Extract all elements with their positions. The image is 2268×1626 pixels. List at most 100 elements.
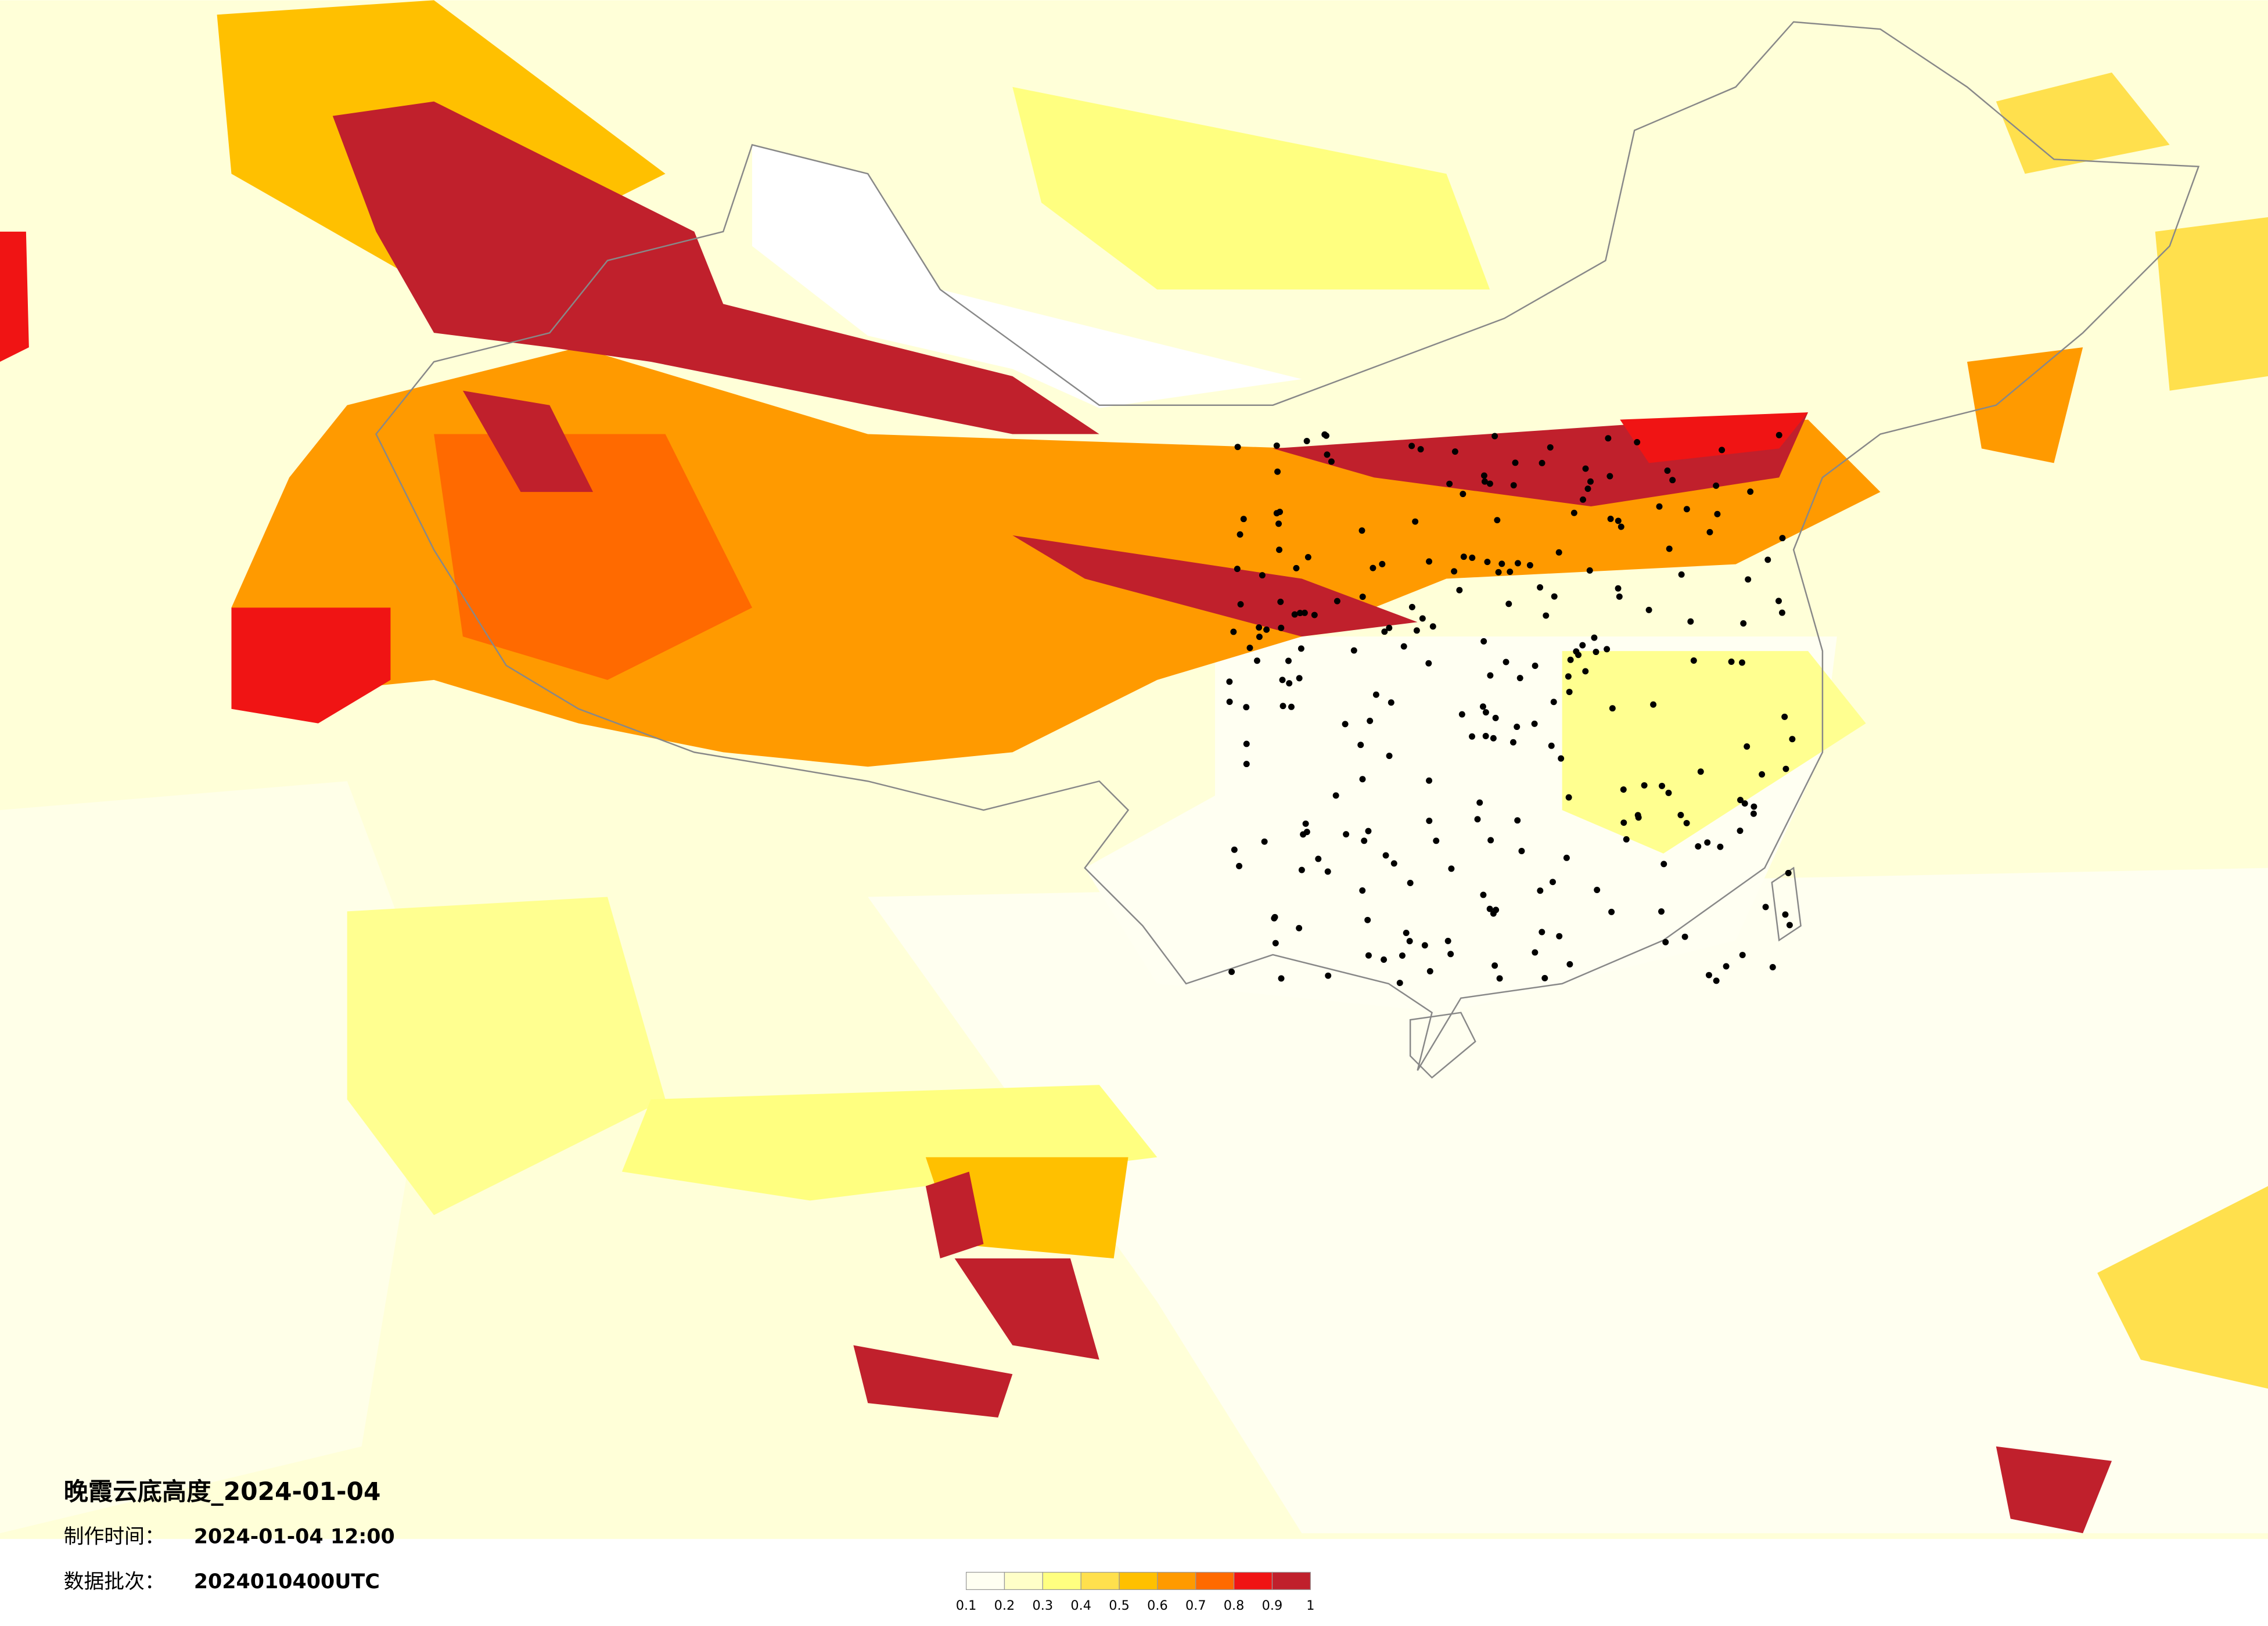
- city-dot: [1745, 576, 1752, 583]
- city-dot: [1550, 699, 1557, 706]
- city-dot: [1237, 531, 1243, 538]
- city-dot: [1359, 887, 1366, 894]
- city-dot: [1705, 972, 1712, 979]
- legend-tick-label: 0.3: [1033, 1598, 1054, 1613]
- city-dot: [1293, 564, 1300, 571]
- city-dot: [1296, 610, 1303, 617]
- heat-patch: [752, 145, 1302, 408]
- city-dot: [1747, 488, 1754, 495]
- city-dot: [1296, 675, 1303, 682]
- heat-patch: [1562, 651, 1866, 854]
- city-dot: [1656, 503, 1663, 510]
- city-dot: [1303, 829, 1310, 836]
- city-dot: [1253, 657, 1260, 664]
- city-dot: [1486, 905, 1493, 912]
- city-dot: [1565, 673, 1572, 680]
- legend-swatch: [1004, 1571, 1043, 1590]
- city-dot: [1664, 467, 1671, 474]
- city-dot: [1243, 740, 1250, 747]
- city-dot: [1278, 624, 1285, 631]
- heat-patch: [868, 868, 2268, 1534]
- city-dot: [1713, 482, 1720, 489]
- city-dot: [1388, 699, 1394, 706]
- made-value: 2024-01-04 12:00: [194, 1526, 395, 1549]
- city-dot: [1433, 837, 1440, 844]
- city-dot: [1256, 634, 1263, 641]
- city-dot: [1296, 924, 1303, 931]
- city-dot: [1604, 646, 1611, 653]
- city-dot: [1593, 649, 1600, 656]
- city-dot: [1400, 643, 1407, 650]
- heat-patch: [462, 390, 594, 492]
- city-dot: [1510, 739, 1516, 746]
- city-dot: [1359, 776, 1366, 783]
- city-dot: [1361, 837, 1368, 844]
- city-dot: [1231, 846, 1238, 853]
- city-dot: [1616, 593, 1623, 600]
- city-dot: [1620, 819, 1627, 826]
- city-dot: [1775, 431, 1782, 438]
- city-dot: [1618, 523, 1624, 530]
- heat-patch: [231, 607, 391, 724]
- city-dot: [1494, 517, 1501, 524]
- city-dot: [1778, 609, 1785, 616]
- city-dot: [1315, 855, 1322, 862]
- city-dot: [1386, 624, 1393, 631]
- city-dot: [1591, 634, 1598, 641]
- city-dot: [1690, 657, 1697, 664]
- city-dot: [1408, 443, 1415, 449]
- heat-patch: [925, 1171, 984, 1259]
- legend-tick-label: 0.9: [1262, 1598, 1283, 1613]
- city-dot: [1301, 609, 1308, 616]
- city-dot: [1658, 908, 1665, 915]
- city-dot: [1379, 560, 1386, 567]
- city-dot: [1278, 975, 1285, 982]
- city-dot: [1396, 980, 1403, 987]
- city-dot: [1510, 482, 1517, 489]
- city-dot: [1325, 972, 1332, 979]
- city-dot: [1751, 803, 1757, 810]
- city-dot: [1607, 515, 1614, 522]
- city-dot: [1543, 612, 1550, 619]
- city-dot: [1587, 478, 1594, 485]
- city-dot: [1556, 933, 1563, 940]
- city-dot: [1566, 689, 1573, 696]
- city-dot: [1762, 904, 1769, 911]
- city-dot: [1386, 753, 1393, 760]
- city-dot: [1279, 703, 1286, 710]
- city-dot: [1723, 963, 1730, 970]
- city-dot: [1714, 510, 1721, 517]
- city-dot: [1605, 435, 1612, 442]
- city-dot: [1537, 584, 1544, 591]
- city-dot: [1487, 837, 1494, 844]
- city-dot: [1550, 879, 1556, 886]
- heat-patch: [332, 101, 1099, 434]
- heat-patch: [1620, 412, 1809, 463]
- city-dot: [1641, 782, 1648, 789]
- city-dot: [1359, 593, 1366, 600]
- city-dot: [1484, 559, 1491, 566]
- city-dot: [1582, 668, 1589, 675]
- legend-swatch: [1233, 1571, 1273, 1590]
- city-dot: [1739, 952, 1746, 959]
- legend-swatch: [965, 1571, 1005, 1590]
- city-dot: [1272, 940, 1279, 947]
- city-dot: [1426, 817, 1433, 824]
- city-dot: [1738, 659, 1745, 666]
- city-dot: [1548, 742, 1555, 749]
- city-dot: [1650, 701, 1657, 708]
- city-dot: [1226, 678, 1233, 685]
- city-dot: [1279, 677, 1286, 684]
- legend-tick-label: 0.7: [1185, 1598, 1206, 1613]
- legend-swatch: [1119, 1571, 1158, 1590]
- city-dot: [1681, 933, 1688, 940]
- city-dot: [1334, 598, 1340, 605]
- city-dot: [1276, 546, 1283, 553]
- city-dot: [1381, 628, 1388, 635]
- city-dot: [1273, 510, 1280, 517]
- city-dot: [1490, 735, 1497, 742]
- city-dot: [1425, 660, 1432, 667]
- city-dot: [1775, 598, 1782, 605]
- city-dot: [1426, 777, 1433, 784]
